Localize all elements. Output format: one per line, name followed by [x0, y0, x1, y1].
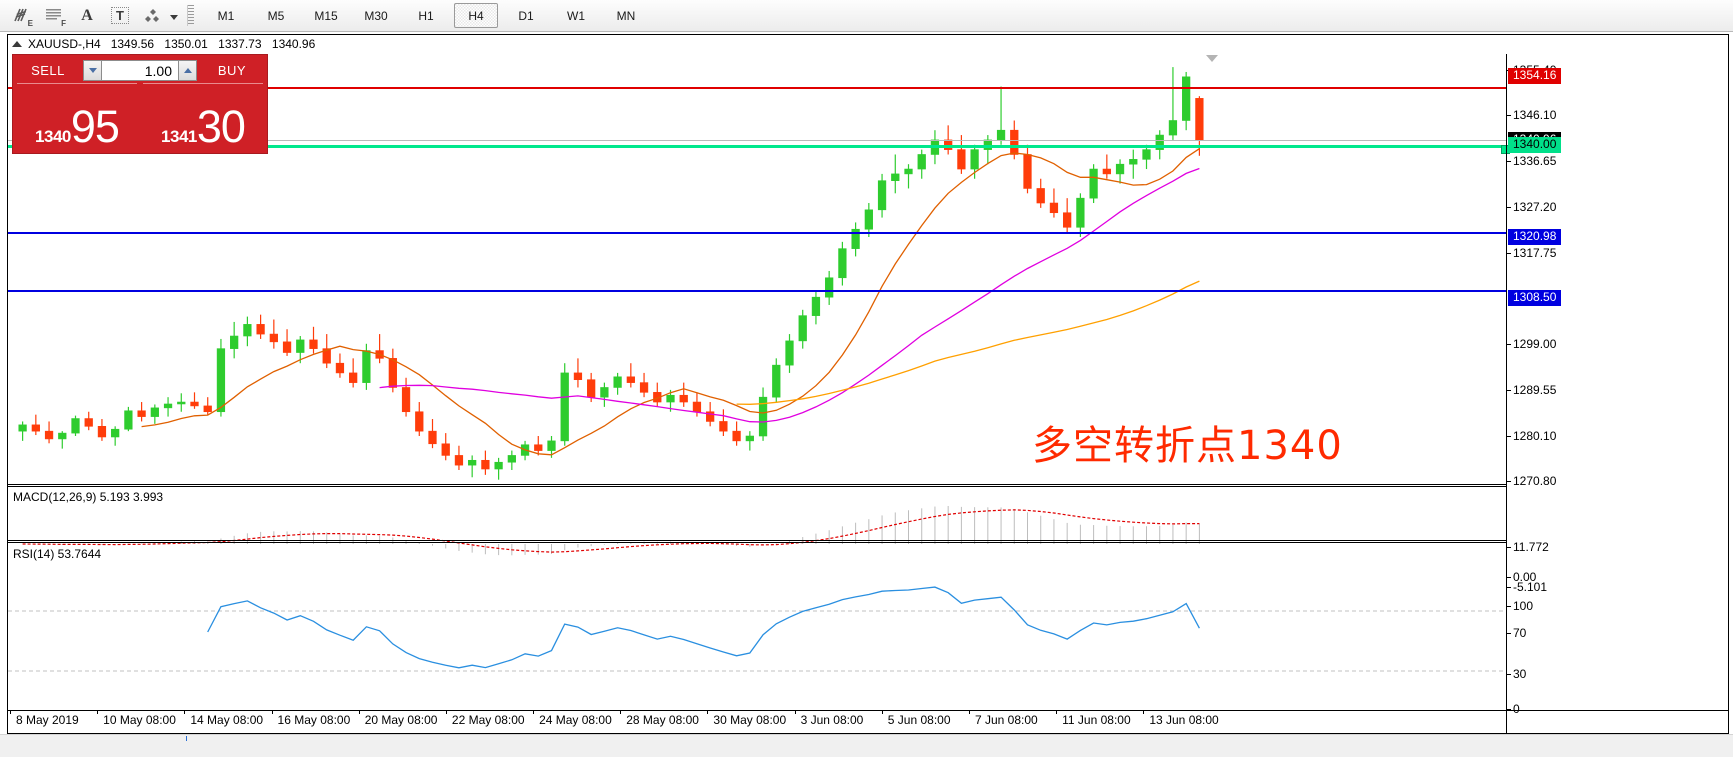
- chart-plot-area[interactable]: [8, 54, 1728, 733]
- time-tick-13: 13 Jun 08:00: [1143, 710, 1219, 727]
- trade-panel-top-row: SELL 1.00 BUY: [13, 55, 267, 83]
- time-tick-4: 20 May 08:00: [358, 710, 438, 727]
- buy-price-cell[interactable]: 1341 30: [143, 83, 263, 149]
- support-line-1308[interactable]: [8, 290, 1506, 292]
- macd-axis-0: 11.772: [1507, 540, 1549, 554]
- expert-advisors-icon-label: E: [27, 19, 33, 28]
- horizontal-scrollbar[interactable]: [0, 734, 1733, 757]
- price-tick-1289-55: 1289.55: [1507, 383, 1556, 397]
- objects-dropdown-icon[interactable]: [170, 14, 178, 20]
- scrollbar-thumb[interactable]: [186, 736, 187, 741]
- macd-subwindow-divider: [8, 484, 1506, 487]
- chart-shift-marker-icon[interactable]: [1206, 55, 1218, 62]
- price-tick-1280-10: 1280.10: [1507, 429, 1556, 443]
- volume-stepper[interactable]: 1.00: [83, 60, 197, 81]
- macd-axis-2: -5.101: [1507, 580, 1547, 594]
- volume-input[interactable]: 1.00: [102, 60, 178, 81]
- time-axis[interactable]: 8 May 2019 10 May 08:00 14 May 08:00 16 May…: [8, 710, 1728, 733]
- rsi-axis-2: 30: [1507, 667, 1526, 681]
- rsi-line: [207, 586, 1200, 669]
- time-tick-1: 10 May 08:00: [97, 710, 176, 727]
- price-badge-1308-50: 1308.50: [1508, 289, 1562, 306]
- sell-price-cell[interactable]: 1340 95: [17, 83, 137, 149]
- rsi-axis-1: 70: [1507, 626, 1526, 640]
- time-tick-11: 7 Jun 08:00: [968, 710, 1038, 727]
- quote-close: 1340.96: [271, 37, 316, 51]
- timeframe-button-h4[interactable]: H4: [454, 3, 498, 28]
- timeframe-button-m5[interactable]: M5: [267, 8, 285, 23]
- timeframe-button-m15[interactable]: M15: [314, 8, 338, 23]
- price-axis[interactable]: 1355.401346.101336.651327.201317.751299.…: [1506, 54, 1728, 733]
- volume-decrement-button[interactable]: [83, 60, 102, 81]
- chart-annotation-text[interactable]: 多空转折点1340: [1032, 423, 1343, 469]
- chart-window[interactable]: XAUUSD-,H4 1349.56 1350.01 1337.73 1340.…: [7, 34, 1729, 734]
- objects-icon[interactable]: [138, 2, 168, 29]
- rsi-indicator-label: RSI(14) 53.7644: [13, 547, 102, 561]
- volume-increment-button[interactable]: [178, 60, 197, 81]
- price-badge-1340-00: 1340.00: [1508, 136, 1562, 153]
- timeframe-button-m1[interactable]: M1: [217, 8, 235, 23]
- timeframe-button-h1[interactable]: H1: [418, 8, 434, 23]
- ask-line: [8, 140, 1506, 141]
- timeframe-button-d1[interactable]: D1: [518, 8, 534, 23]
- price-tick-1317-75: 1317.75: [1507, 246, 1556, 260]
- macd-axis-1: 0.00: [1507, 570, 1536, 584]
- rsi-axis-0: 100: [1507, 599, 1533, 613]
- support-line-1320[interactable]: [8, 232, 1506, 234]
- timeframe-button-w1[interactable]: W1: [567, 8, 585, 23]
- quote-open: 1349.56: [110, 37, 155, 51]
- quote-high: 1350.01: [164, 37, 208, 51]
- toolbar-separator: [187, 5, 194, 26]
- quote-low: 1337.73: [218, 37, 262, 51]
- timeframe-button-m30[interactable]: M30: [364, 8, 388, 23]
- time-tick-0: 8 May 2019: [10, 710, 79, 727]
- rsi-axis-3: 0: [1507, 702, 1520, 716]
- time-tick-5: 22 May 08:00: [445, 710, 525, 727]
- price-tick-1299-00: 1299.00: [1507, 337, 1556, 351]
- chart-symbol-label: XAUUSD-,H4: [28, 37, 101, 51]
- price-badge-1354-16: 1354.16: [1508, 68, 1562, 85]
- sell-price-big: 1340: [35, 126, 71, 146]
- time-tick-6: 24 May 08:00: [533, 710, 612, 727]
- buy-price-pips: 30: [196, 100, 246, 152]
- trade-panel-prices: 1340 95 1341 30: [13, 83, 267, 153]
- time-tick-3: 16 May 08:00: [271, 710, 351, 727]
- macd-signal-line: [22, 509, 1200, 553]
- time-tick-12: 11 Jun 08:00: [1056, 710, 1131, 727]
- price-tick-1336-65: 1336.65: [1507, 154, 1556, 168]
- text-tool-icon[interactable]: A: [72, 2, 102, 29]
- time-tick-7: 28 May 08:00: [620, 710, 699, 727]
- text-tool-glyph: A: [81, 6, 93, 24]
- chart-quote-header: XAUUSD-,H4 1349.56 1350.01 1337.73 1340.…: [8, 35, 1728, 53]
- price-tick-1327-20: 1327.20: [1507, 200, 1556, 214]
- expert-advisors-icon[interactable]: E: [6, 2, 36, 29]
- timeframe-group: M1 M5 M15 M30 H1 H4 D1 W1 MN: [201, 3, 651, 28]
- indicators-icon[interactable]: F: [39, 2, 69, 29]
- resistance-line-1354[interactable]: [8, 87, 1506, 89]
- ma-line-1: [379, 167, 1200, 423]
- sell-price-pips: 95: [70, 100, 120, 152]
- text-label-glyph: T: [111, 7, 129, 24]
- rsi-subwindow-divider: [8, 540, 1506, 543]
- text-label-tool-icon[interactable]: T: [105, 2, 135, 29]
- trend-up-icon: [12, 41, 22, 47]
- one-click-trading-panel[interactable]: SELL 1.00 BUY 1340 95 1341 30: [12, 54, 268, 154]
- buy-button[interactable]: BUY: [217, 63, 247, 78]
- ma-line-2: [736, 280, 1200, 405]
- timeframe-button-mn[interactable]: MN: [616, 8, 636, 23]
- price-tick-1270-80: 1270.80: [1507, 474, 1556, 488]
- ma-line-0: [141, 148, 1200, 456]
- price-badge-1320-98: 1320.98: [1508, 229, 1562, 246]
- sell-button[interactable]: SELL: [31, 63, 65, 78]
- indicators-icon-label: F: [61, 19, 66, 28]
- time-tick-10: 5 Jun 08:00: [881, 710, 951, 727]
- main-toolbar: E F A T M1 M5 M15 M30 H1 H4 D1 W1 MN: [0, 0, 1733, 32]
- time-tick-2: 14 May 08:00: [184, 710, 264, 727]
- macd-indicator-label: MACD(12,26,9) 5.193 3.993: [13, 490, 164, 504]
- price-tick-1346-10: 1346.10: [1507, 108, 1556, 122]
- time-tick-9: 3 Jun 08:00: [794, 710, 864, 727]
- buy-price-big: 1341: [161, 126, 197, 146]
- chart-canvas: [8, 67, 1506, 672]
- time-tick-8: 30 May 08:00: [707, 710, 787, 727]
